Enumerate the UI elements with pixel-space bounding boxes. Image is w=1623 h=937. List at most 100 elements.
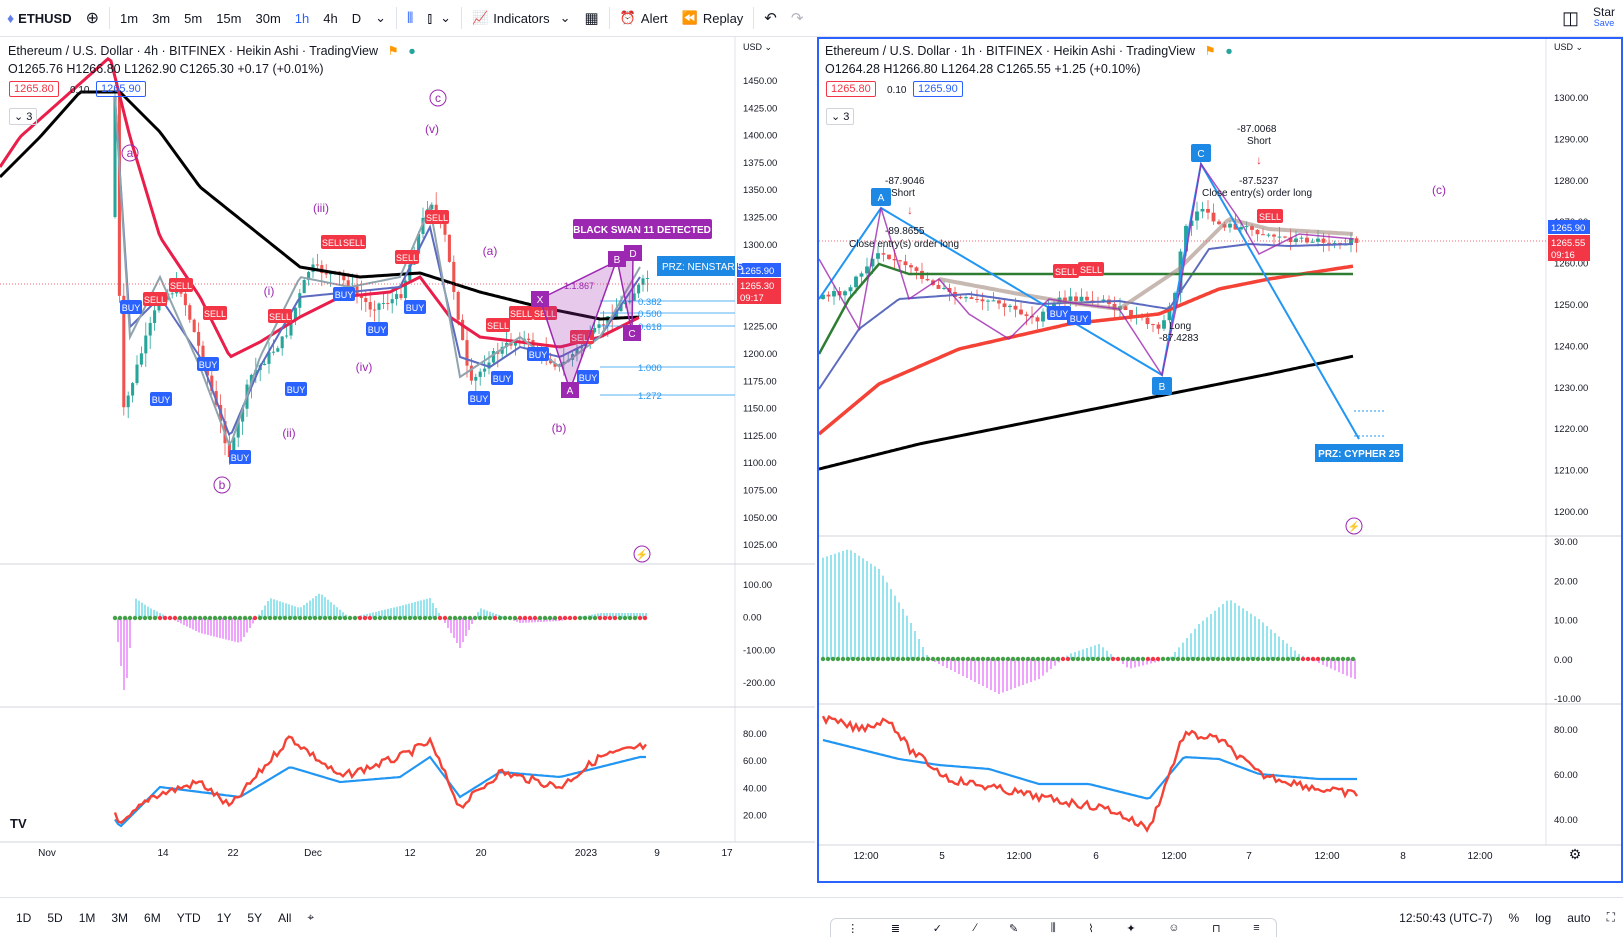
right-buy-price-button[interactable]: 1265.90 bbox=[913, 81, 963, 97]
right-indicator-toggle[interactable]: ⌄ 3 bbox=[826, 108, 855, 125]
squeeze-dot bbox=[427, 615, 433, 621]
range-1m[interactable]: 1M bbox=[78, 910, 96, 925]
interval-30m[interactable]: 30m bbox=[255, 10, 281, 26]
replay-button[interactable]: ⏪ Replay bbox=[675, 0, 751, 36]
text-tool-icon[interactable]: ✦ bbox=[1126, 922, 1136, 935]
candle-body bbox=[1079, 296, 1084, 302]
current-ask-price-text: 1265.90 bbox=[1551, 223, 1585, 234]
goto-date-button[interactable]: ⌖ bbox=[299, 910, 322, 925]
right-chart-canvas[interactable]: USD ⌄1300.001290.001280.001270.001260.00… bbox=[819, 39, 1621, 881]
range-all[interactable]: All bbox=[278, 910, 292, 925]
left-ohlc: O1265.76 H1266.80 L1262.90 C1265.30 +0.1… bbox=[8, 62, 324, 76]
candle-body bbox=[1184, 225, 1188, 252]
fullscreen-button[interactable]: ⛶ bbox=[1599, 910, 1623, 925]
candle-body bbox=[1255, 229, 1260, 235]
alert-button[interactable]: ⏰ Alert bbox=[613, 0, 675, 36]
candle-body bbox=[909, 265, 913, 268]
candle-body bbox=[298, 293, 302, 308]
range-5d[interactable]: 5D bbox=[47, 910, 63, 925]
fib-tool-icon[interactable]: ≣ bbox=[890, 922, 901, 935]
measure-tool-icon[interactable]: ⫼ bbox=[1050, 921, 1056, 934]
candle-body bbox=[1206, 208, 1210, 213]
log-toggle[interactable]: log bbox=[1535, 910, 1552, 925]
symbol-search-button[interactable]: ♦ ETHUSD bbox=[0, 0, 79, 36]
lock-tool-icon[interactable]: ≡ bbox=[1253, 922, 1260, 934]
range-1y[interactable]: 1Y bbox=[216, 910, 232, 925]
chevron-down-icon: ⌄ bbox=[14, 111, 24, 123]
save-button[interactable]: Star Save bbox=[1586, 0, 1623, 36]
interval-dropdown[interactable]: ⌄ bbox=[368, 0, 393, 36]
interval-4h[interactable]: 4h bbox=[323, 10, 338, 26]
squeeze-dot bbox=[492, 615, 498, 621]
fib-level-label: 0.618 bbox=[638, 322, 662, 333]
undo-button[interactable]: ↶ bbox=[757, 0, 784, 36]
sell-signal-label bbox=[342, 235, 366, 249]
elliott-wave-label: (iii) bbox=[313, 201, 329, 215]
interval-1h[interactable]: 1h bbox=[294, 10, 310, 26]
auto-toggle[interactable]: auto bbox=[1567, 910, 1591, 925]
left-chart-pane[interactable]: USD ⌄ 1450.00 1425.00 1400.00 1375.00 1350.00… bbox=[0, 37, 815, 883]
left-indicator-toggle[interactable]: ⌄ 3 bbox=[9, 108, 38, 125]
live-dot-icon: ● bbox=[1225, 44, 1233, 58]
brush-tool-icon[interactable]: ✎ bbox=[1008, 922, 1019, 935]
cursor-tool-icon[interactable]: ⋮ bbox=[847, 922, 859, 935]
squeeze-dot bbox=[522, 615, 528, 621]
right-sell-price-button[interactable]: 1265.80 bbox=[826, 81, 876, 97]
buy-signal-text: BUY bbox=[368, 325, 387, 335]
percent-toggle[interactable]: % bbox=[1508, 910, 1520, 925]
pattern-point-label: X bbox=[537, 295, 544, 306]
buy-signal-label bbox=[366, 322, 388, 336]
squeeze-dot bbox=[157, 615, 163, 621]
buy-signal-label bbox=[527, 347, 549, 361]
chart-style-button[interactable]: ⫾ ⌄ bbox=[420, 0, 458, 36]
elliott-wave-label: c bbox=[435, 91, 441, 105]
interval-d[interactable]: D bbox=[351, 10, 362, 26]
candle-body bbox=[601, 324, 605, 326]
toggle-sidebar-button[interactable]: ◫ bbox=[1555, 0, 1586, 36]
settings-gear-icon[interactable]: ⚙ bbox=[1569, 846, 1582, 862]
lightning-icon[interactable] bbox=[1345, 517, 1363, 535]
range-3m[interactable]: 3M bbox=[111, 910, 129, 925]
squeeze-dot bbox=[187, 615, 193, 621]
right-chart-pane[interactable]: USD ⌄1300.001290.001280.001270.001260.00… bbox=[817, 37, 1623, 883]
range-1d[interactable]: 1D bbox=[16, 910, 32, 925]
squeeze-dot bbox=[447, 615, 453, 621]
redo-button[interactable]: ↷ bbox=[784, 0, 811, 36]
interval-15m[interactable]: 15m bbox=[216, 10, 242, 26]
prz-badge-text: PRZ: NENSTAR 5 bbox=[662, 262, 743, 273]
squeeze-dot bbox=[487, 615, 493, 621]
range-6m[interactable]: 6M bbox=[144, 910, 161, 925]
squeeze-dot bbox=[1030, 656, 1036, 662]
line-tool-icon[interactable]: ∕ bbox=[974, 922, 977, 934]
indicators-button[interactable]: 📈 Indicators ⌄ bbox=[465, 0, 577, 36]
rsi-tick-label: 40.00 bbox=[1554, 815, 1578, 826]
interval-5m[interactable]: 5m bbox=[184, 10, 203, 26]
time-tick-label: 12 bbox=[404, 848, 416, 859]
left-chart-canvas[interactable]: USD ⌄ 1450.00 1425.00 1400.00 1375.00 1350.00… bbox=[0, 37, 815, 883]
interval-3m[interactable]: 3m bbox=[152, 10, 171, 26]
shape-tool-icon[interactable]: ⌇ bbox=[1088, 922, 1094, 935]
lightning-icon[interactable] bbox=[633, 545, 651, 563]
bar-type-button[interactable]: ⫴ bbox=[400, 0, 420, 36]
clock-display[interactable]: 12:50:43 (UTC-7) bbox=[1399, 910, 1493, 925]
squeeze-dot bbox=[855, 656, 861, 662]
layout-button[interactable]: ▦ bbox=[578, 0, 606, 36]
elliott-wave-label: a bbox=[127, 146, 134, 160]
squeeze-dot bbox=[1285, 656, 1291, 662]
price-tick-label: 1225.00 bbox=[743, 322, 777, 333]
range-ytd[interactable]: YTD bbox=[176, 910, 201, 925]
squeeze-dot bbox=[642, 615, 648, 621]
magnet-tool-icon[interactable]: ⊓ bbox=[1212, 922, 1221, 935]
icon-tool-icon[interactable]: ☺ bbox=[1168, 922, 1180, 934]
squeeze-dot bbox=[1295, 656, 1301, 662]
sell-signal-label bbox=[509, 306, 533, 320]
candle-body bbox=[421, 217, 425, 235]
range-5y[interactable]: 5Y bbox=[247, 910, 263, 925]
compare-symbol-button[interactable]: ⊕ bbox=[79, 0, 106, 36]
interval-1m[interactable]: 1m bbox=[120, 10, 139, 26]
left-sell-price-button[interactable]: 1265.80 bbox=[9, 81, 59, 97]
pattern-tool-icon[interactable]: ✓ bbox=[932, 922, 942, 935]
left-buy-price-button[interactable]: 1265.90 bbox=[96, 81, 146, 97]
squeeze-dot bbox=[482, 615, 488, 621]
current-ask-price-tag bbox=[737, 263, 781, 277]
